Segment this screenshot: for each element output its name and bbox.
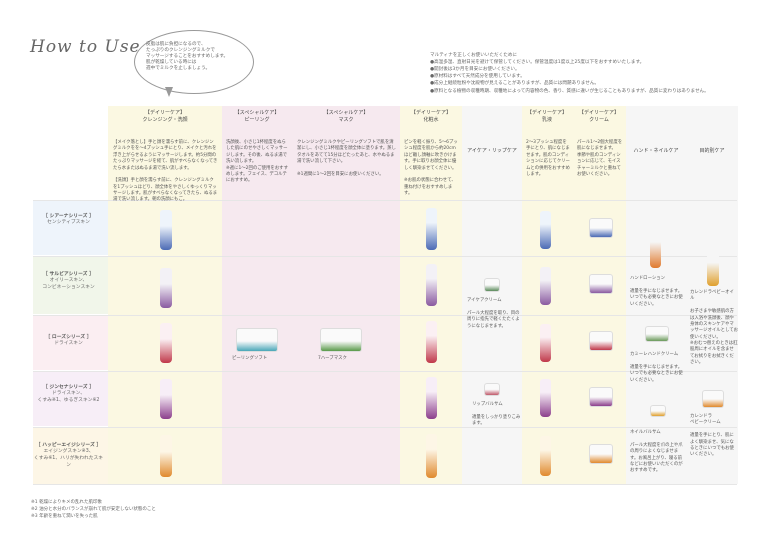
nail-balm-jar: [650, 405, 666, 417]
cleansing-bottle-shiana: [160, 210, 172, 250]
cream-jar-shiana: [589, 218, 613, 238]
lotion-bottle-shiana: [426, 208, 437, 250]
calendula-oil-label: カレンドラベビーオイル お子さまや敏感肌の方は入浴や洗顔後、顔や身体のスキンケア…: [690, 290, 738, 366]
header-hand: ハンド・ネイルケア: [633, 148, 679, 154]
header-cream: 【デイリーケア】 クリーム: [578, 110, 619, 123]
row-bg-rose: [33, 315, 108, 370]
row-subtitle: ドライスキン: [54, 341, 83, 346]
desc-cream: パール1～2個大程度を肌になじませます。 季節や肌のコンディションに応じて、モイ…: [577, 140, 623, 177]
row-name: ［ ローズシリーズ ］: [45, 335, 92, 340]
peeling-label: ピーリングソフト: [232, 356, 268, 361]
desc-lotion: ピンを軽く振り、5～6プッシュ程度を肌から約20cmほど離し顔軸に吹きかけます。…: [404, 140, 458, 196]
row-label-happyage: ［ ハッピーエイジシリーズ ］ エイジングスキン※3、 くすみ※1、ハリが失われ…: [33, 441, 104, 470]
calendula-cream-label: カレンドラ ベビークリーム 適量を手にとり、肌によく馴染ませ、気になるときにいつ…: [690, 414, 734, 458]
row-divider: [33, 256, 737, 257]
column-peeling-bg: [222, 106, 292, 484]
row-name: ［ シアーナシリーズ ］: [43, 214, 94, 219]
row-name: ［ ハッピーエイジシリーズ ］: [35, 443, 102, 448]
header-milk: 【デイリーケア】 乳液: [526, 110, 567, 123]
footnotes: ※1 乾燥によりキメの乱れた肌印象 ※2 油分と水分のバランスが崩れて肌が安定し…: [31, 500, 156, 519]
column-mask-bg: [292, 106, 400, 484]
speech-bubble: [134, 30, 254, 94]
row-bg-happyage: [33, 427, 108, 484]
hand-cream-label: カミーレハンドクリーム 適量を手になじませます。いつでも必要なときにお使いくださ…: [630, 352, 683, 383]
page-title: How to Use: [30, 37, 141, 57]
calendula-oil-bottle: [707, 250, 719, 286]
header-eyelip: アイケア・リップケア: [467, 148, 517, 154]
cleansing-bottle-happyage: [160, 435, 172, 477]
desc-peeling: 洗顔後、小さじ1杯程度をぬらした肌にのせやさしくマッサージします。その後、ぬるま…: [226, 140, 288, 184]
lip-balm-jar: [484, 383, 500, 396]
row-divider: [33, 371, 737, 372]
row-label-shiana: ［ シアーナシリーズ ］ センシティブスキン: [33, 212, 104, 226]
column-eyelip-bg: [462, 106, 522, 484]
lotion-bottle-ginsena: [426, 377, 437, 419]
milk-bottle-salvia: [540, 267, 551, 305]
peeling-jar: [236, 328, 278, 352]
eye-cream-label: アイケアクリーム パール大程度を取り、目の周りに指先で軽くたたくようになじませま…: [467, 298, 520, 329]
header-lotion: 【デイリーケア】 化粧水: [410, 110, 451, 123]
cream-jar-ginsena: [589, 387, 613, 407]
bubble-tail: [165, 87, 173, 97]
row-bg-salvia: [33, 256, 108, 314]
milk-bottle-shiana: [540, 211, 551, 249]
hand-lotion-bottle: [650, 228, 661, 268]
eye-cream-jar: [484, 278, 500, 292]
milk-bottle-ginsena: [540, 379, 551, 417]
lotion-bottle-salvia: [426, 264, 437, 306]
header-mask: 【スペシャルケア】 マスク: [323, 110, 369, 123]
cleansing-bottle-ginsena: [160, 379, 172, 419]
header-cleansing: 【デイリーケア】 クレンジング・洗顔: [142, 110, 188, 123]
milk-bottle-happyage: [540, 436, 551, 476]
mask-label: 7ハーブマスク: [318, 356, 347, 361]
row-divider: [33, 315, 737, 316]
row-label-salvia: ［ サルビアシリーズ ］ オイリースキン、 コンビネーションスキン: [33, 270, 104, 291]
column-cream-bg: [572, 106, 626, 484]
row-subtitle: センシティブスキン: [47, 220, 90, 225]
milk-bottle-rose: [540, 324, 551, 362]
mask-jar: [320, 328, 362, 352]
hand-cream-jar: [645, 326, 669, 342]
row-label-ginsena: ［ ジンセナシリーズ ］ ドライスキン、 くすみ※1、ゆるぎスキン※2: [33, 383, 104, 404]
row-divider: [33, 484, 737, 485]
cream-jar-rose: [589, 331, 613, 351]
cream-jar-happyage: [589, 444, 613, 464]
hand-lotion-label: ハンドローション 適量を手になじませます。いつでも必要なときにお使いください。: [630, 276, 683, 307]
row-bg-shiana: [33, 200, 108, 255]
row-divider: [33, 427, 737, 428]
bubble-text: 皮脂は肌に負担になるので、 たっぷりのクレンジングミルクで マッサージすることを…: [146, 42, 229, 71]
row-subtitle: エイジングスキン※3、 くすみ※1、ハリが失われたスキン: [33, 449, 104, 469]
lotion-bottle-happyage: [426, 434, 437, 478]
calendula-cream-jar: [702, 390, 724, 408]
header-peeling: 【スペシャルケア】 ピーリング: [234, 110, 280, 123]
lotion-bottle-rose: [426, 321, 437, 363]
desc-milk: 2～3プッシュ程度を手にとり、肌になじませます。肌のコンディションに応じてクリー…: [526, 140, 570, 177]
column-hand-bg: [626, 106, 686, 484]
usage-notes: マルティナを正しくお使いいただくために ●高温多湿、直射日光を避けて保管してくだ…: [430, 53, 709, 94]
row-divider: [33, 200, 737, 201]
row-label-rose: ［ ローズシリーズ ］ ドライスキン: [33, 333, 104, 347]
desc-mask: クレンジングミルクやピーリングソフトで肌を清潔にし、小さじ1杯程度を顔全体に塗り…: [297, 140, 396, 177]
row-subtitle: ドライスキン、 くすみ※1、ゆるぎスキン※2: [37, 391, 100, 404]
column-purpose-bg: [686, 106, 738, 484]
cleansing-bottle-salvia: [160, 268, 172, 308]
row-subtitle: オイリースキン、 コンビネーションスキン: [42, 278, 95, 291]
desc-cleansing: 【メイク落とし】手と顔を濡らす前に、クレンジングミルクをを～4プッシュ手にとり、…: [113, 140, 218, 203]
cream-jar-salvia: [589, 274, 613, 294]
row-name: ［ サルビアシリーズ ］: [43, 272, 94, 277]
header-purpose: 目的別ケア: [699, 148, 725, 154]
cleansing-bottle-rose: [160, 323, 172, 363]
row-name: ［ ジンセナシリーズ ］: [42, 385, 95, 390]
nail-balm-label: ネイルバルサム パール大程度を爪の上や爪の周りによくなじませます。お風呂上がり、…: [630, 430, 683, 474]
lip-balm-label: リップバルサム 適量をしっかり塗りこみます。: [472, 402, 521, 427]
row-bg-ginsena: [33, 371, 108, 426]
